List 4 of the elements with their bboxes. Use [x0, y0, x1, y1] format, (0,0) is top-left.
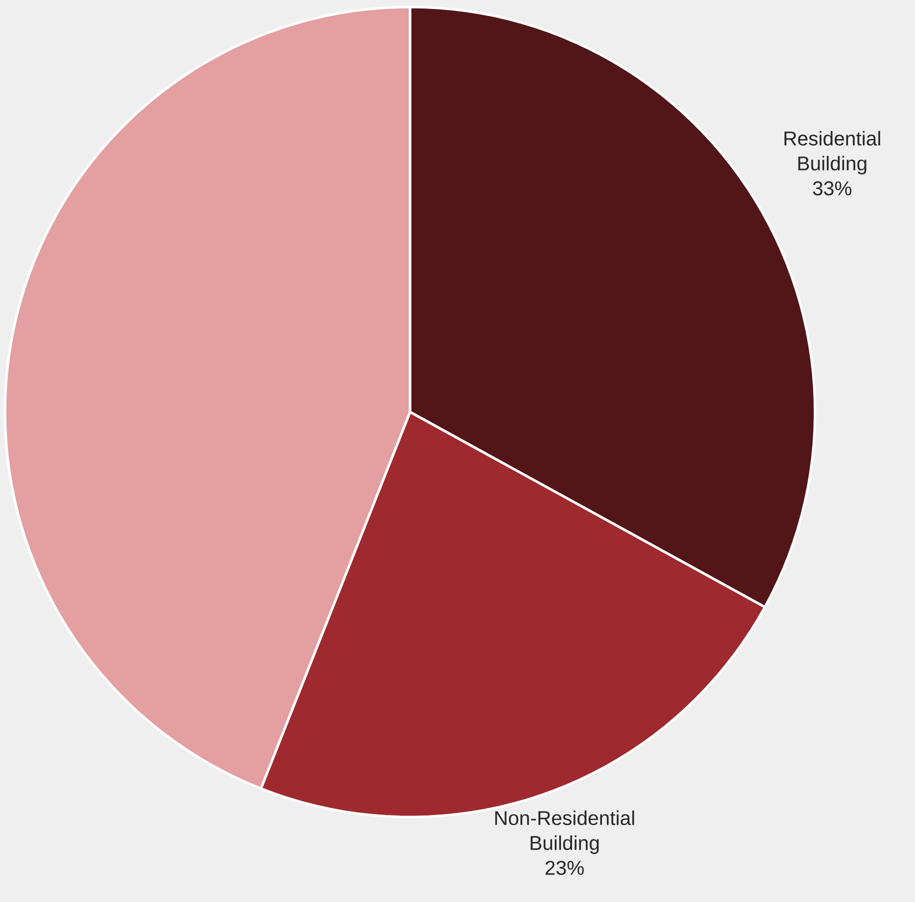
slice-label: Non-Residential Building [495, 810, 634, 854]
data-label: 33% [812, 181, 852, 196]
data-label: 23% [546, 860, 584, 875]
slice-label: Residential Building [784, 130, 880, 174]
